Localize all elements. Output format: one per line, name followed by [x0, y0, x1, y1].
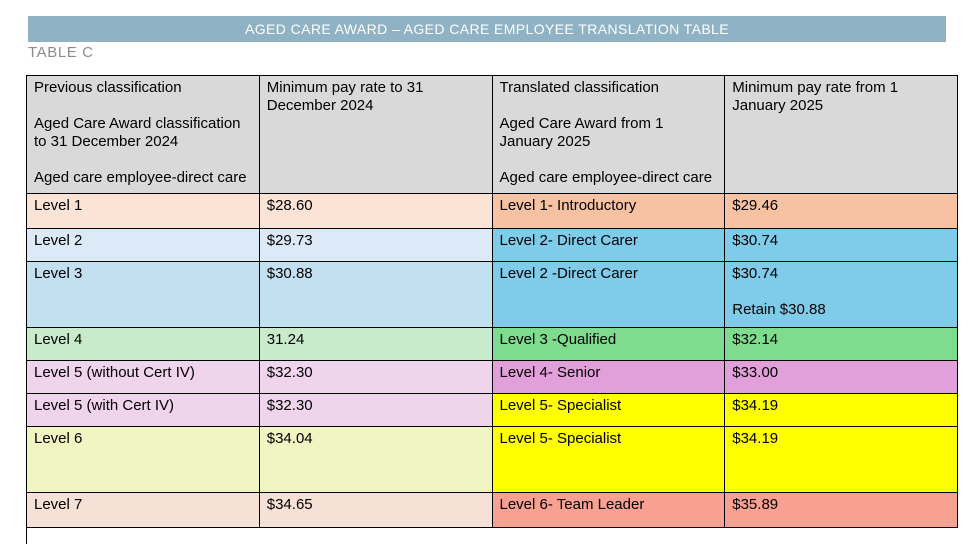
cell-text: $29.46 — [732, 197, 779, 214]
cell-text: Level 4- Senior — [499, 364, 601, 381]
header-line — [34, 151, 252, 169]
table-row-level-7: Level 7 $34.65 Level 6- Team Leader $35.… — [26, 492, 958, 528]
cell-prev-level: Level 1 — [26, 193, 260, 229]
cell-text-retain: Retain $30.88 — [732, 301, 826, 318]
cell-new-level: Level 2 -Direct Carer — [491, 261, 726, 328]
cell-text: Level 2 -Direct Carer — [499, 265, 638, 282]
cell-text: Level 7 — [34, 496, 83, 513]
header-line: Aged Care Award from 1 January 2025 — [499, 115, 664, 150]
cell-text: $34.04 — [266, 430, 313, 447]
header-line: Previous classification — [34, 79, 182, 96]
cell-text: Level 5 (without Cert IV) — [34, 364, 195, 381]
cell-prev-rate: $29.73 — [258, 228, 493, 262]
page-title: AGED CARE AWARD – AGED CARE EMPLOYEE TRA… — [245, 21, 729, 37]
cell-text: $34.19 — [732, 430, 779, 447]
cell-new-level: Level 2- Direct Carer — [491, 228, 726, 262]
cell-text: Level 2 — [34, 232, 83, 249]
cell-text: $29.73 — [266, 232, 313, 249]
cell-text: $32.30 — [266, 364, 313, 381]
header-line — [500, 151, 718, 169]
table-row-level-4: Level 4 31.24 Level 3 -Qualified $32.14 — [26, 327, 958, 361]
cell-prev-level: Level 7 — [26, 492, 260, 528]
header-row: Previous classification Aged Care Award … — [26, 75, 958, 194]
cell-new-rate: $32.14 — [724, 327, 958, 361]
cell-prev-level: Level 3 — [26, 261, 260, 328]
cell-text: $30.88 — [266, 265, 313, 282]
table-row-level-5-with-cert: Level 5 (with Cert IV) $32.30 Level 5- S… — [26, 393, 958, 427]
cell-text: Level 3 — [34, 265, 83, 282]
header-cell-min-pay-from-jan-2025: Minimum pay rate from 1 January 2025 — [724, 75, 958, 194]
cell-text: $34.65 — [266, 496, 313, 513]
cell-new-level: Level 5- Specialist — [491, 393, 726, 427]
cell-text: $30.74 — [732, 232, 779, 249]
header-cell-min-pay-to-dec-2024: Minimum pay rate to 31 December 2024 — [258, 75, 493, 194]
cell-text: Level 2- Direct Carer — [499, 232, 638, 249]
cell-new-rate: $33.00 — [724, 360, 958, 394]
table-row-level-3: Level 3 $30.88 Level 2 -Direct Carer $30… — [26, 261, 958, 328]
header-line: Aged care employee-direct care — [34, 169, 247, 186]
cell-prev-level: Level 2 — [26, 228, 260, 262]
cell-text: $33.00 — [732, 364, 779, 381]
header-line: Aged Care Award classification to 31 Dec… — [34, 115, 241, 150]
cell-prev-level: Level 5 (without Cert IV) — [26, 360, 260, 394]
cell-text: Level 6- Team Leader — [499, 496, 645, 513]
cell-new-rate: $29.46 — [724, 193, 958, 229]
table-row-level-6: Level 6 $34.04 Level 5- Specialist $34.1… — [26, 426, 958, 493]
header-cell-previous-classification: Previous classification Aged Care Award … — [26, 75, 260, 194]
cell-new-rate: $34.19 — [724, 426, 958, 493]
cell-prev-rate: $28.60 — [258, 193, 493, 229]
cell-new-rate: $34.19 — [724, 393, 958, 427]
cell-new-level: Level 1- Introductory — [491, 193, 726, 229]
cell-text: $32.14 — [732, 331, 779, 348]
cell-text: Level 6 — [34, 430, 83, 447]
cell-prev-rate: 31.24 — [258, 327, 493, 361]
cell-text: Level 5- Specialist — [499, 397, 622, 414]
cell-text: Level 5 (with Cert IV) — [34, 397, 175, 414]
table-row-level-5-without-cert: Level 5 (without Cert IV) $32.30 Level 4… — [26, 360, 958, 394]
table-border-stub — [26, 528, 27, 544]
cell-new-level: Level 3 -Qualified — [491, 327, 726, 361]
cell-text: $35.89 — [732, 496, 779, 513]
cell-text: $34.19 — [732, 397, 779, 414]
cell-new-level: Level 5- Specialist — [491, 426, 726, 493]
cell-text: Level 4 — [34, 331, 83, 348]
header-line: Minimum pay rate to 31 December 2024 — [266, 79, 424, 114]
cell-new-rate: $30.74 — [724, 228, 958, 262]
cell-text: Level 1 — [34, 197, 83, 214]
header-line — [500, 97, 718, 115]
cell-new-rate: $30.74 Retain $30.88 — [724, 261, 958, 328]
cell-new-rate: $35.89 — [724, 492, 958, 528]
cell-prev-rate: $30.88 — [258, 261, 493, 328]
cell-prev-level: Level 4 — [26, 327, 260, 361]
cell-text: 31.24 — [266, 331, 305, 348]
cell-prev-level: Level 5 (with Cert IV) — [26, 393, 260, 427]
header-line: Minimum pay rate from 1 January 2025 — [732, 79, 899, 114]
header-line — [34, 97, 252, 115]
cell-text: Level 3 -Qualified — [499, 331, 617, 348]
translation-table: Previous classification Aged Care Award … — [26, 75, 958, 528]
cell-new-level: Level 4- Senior — [491, 360, 726, 394]
table-row-level-1: Level 1 $28.60 Level 1- Introductory $29… — [26, 193, 958, 229]
title-banner: AGED CARE AWARD – AGED CARE EMPLOYEE TRA… — [28, 16, 946, 42]
cell-prev-rate: $34.04 — [258, 426, 493, 493]
cell-prev-level: Level 6 — [26, 426, 260, 493]
table-c-label: TABLE C — [28, 44, 94, 61]
cell-text: $32.30 — [266, 397, 313, 414]
header-cell-translated-classification: Translated classification Aged Care Awar… — [491, 75, 726, 194]
cell-text: $30.74 — [732, 265, 779, 282]
header-line: Translated classification — [499, 79, 660, 96]
cell-prev-rate: $34.65 — [258, 492, 493, 528]
cell-prev-rate: $32.30 — [258, 360, 493, 394]
header-line: Aged care employee-direct care — [499, 169, 713, 186]
cell-text: $28.60 — [266, 197, 313, 214]
cell-new-level: Level 6- Team Leader — [491, 492, 726, 528]
cell-text: Level 5- Specialist — [499, 430, 622, 447]
cell-text: Level 1- Introductory — [499, 197, 637, 214]
table-row-level-2: Level 2 $29.73 Level 2- Direct Carer $30… — [26, 228, 958, 262]
cell-prev-rate: $32.30 — [258, 393, 493, 427]
